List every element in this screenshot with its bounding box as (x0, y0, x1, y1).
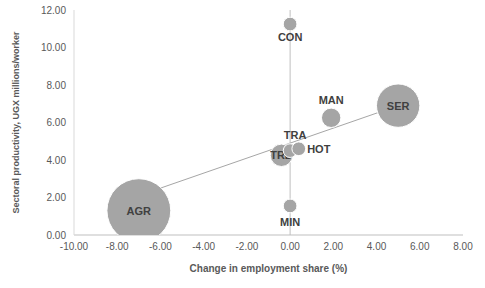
svg-text:HOT: HOT (307, 143, 331, 155)
svg-text:0.00: 0.00 (280, 241, 300, 252)
svg-text:SER: SER (387, 100, 410, 112)
svg-text:TRD: TRD (270, 149, 293, 162)
svg-text:8.00: 8.00 (453, 241, 473, 252)
svg-text:10.00: 10.00 (41, 42, 66, 53)
svg-text:-4.00: -4.00 (192, 241, 215, 252)
svg-text:-8.00: -8.00 (106, 241, 129, 252)
svg-text:TRA: TRA (284, 129, 307, 141)
svg-text:8.00: 8.00 (47, 80, 67, 91)
svg-text:12.00: 12.00 (41, 5, 66, 16)
svg-text:Change in employment share (%): Change in employment share (%) (190, 263, 348, 274)
svg-text:2.00: 2.00 (47, 192, 67, 203)
svg-text:6.00: 6.00 (410, 241, 430, 252)
svg-text:AGR: AGR (127, 205, 152, 217)
svg-text:Sectoral productivity, UGX mil: Sectoral productivity, UGX millions/work… (11, 31, 21, 213)
svg-text:MIN: MIN (280, 216, 300, 228)
svg-text:-10.00: -10.00 (60, 241, 89, 252)
svg-text:-6.00: -6.00 (149, 241, 172, 252)
svg-text:4.00: 4.00 (367, 241, 387, 252)
svg-text:CON: CON (278, 31, 303, 43)
svg-text:6.00: 6.00 (47, 117, 67, 128)
svg-text:0.00: 0.00 (47, 230, 67, 241)
svg-text:4.00: 4.00 (47, 155, 67, 166)
svg-text:MAN: MAN (319, 94, 344, 106)
svg-text:-2.00: -2.00 (235, 241, 258, 252)
svg-text:2.00: 2.00 (324, 241, 344, 252)
